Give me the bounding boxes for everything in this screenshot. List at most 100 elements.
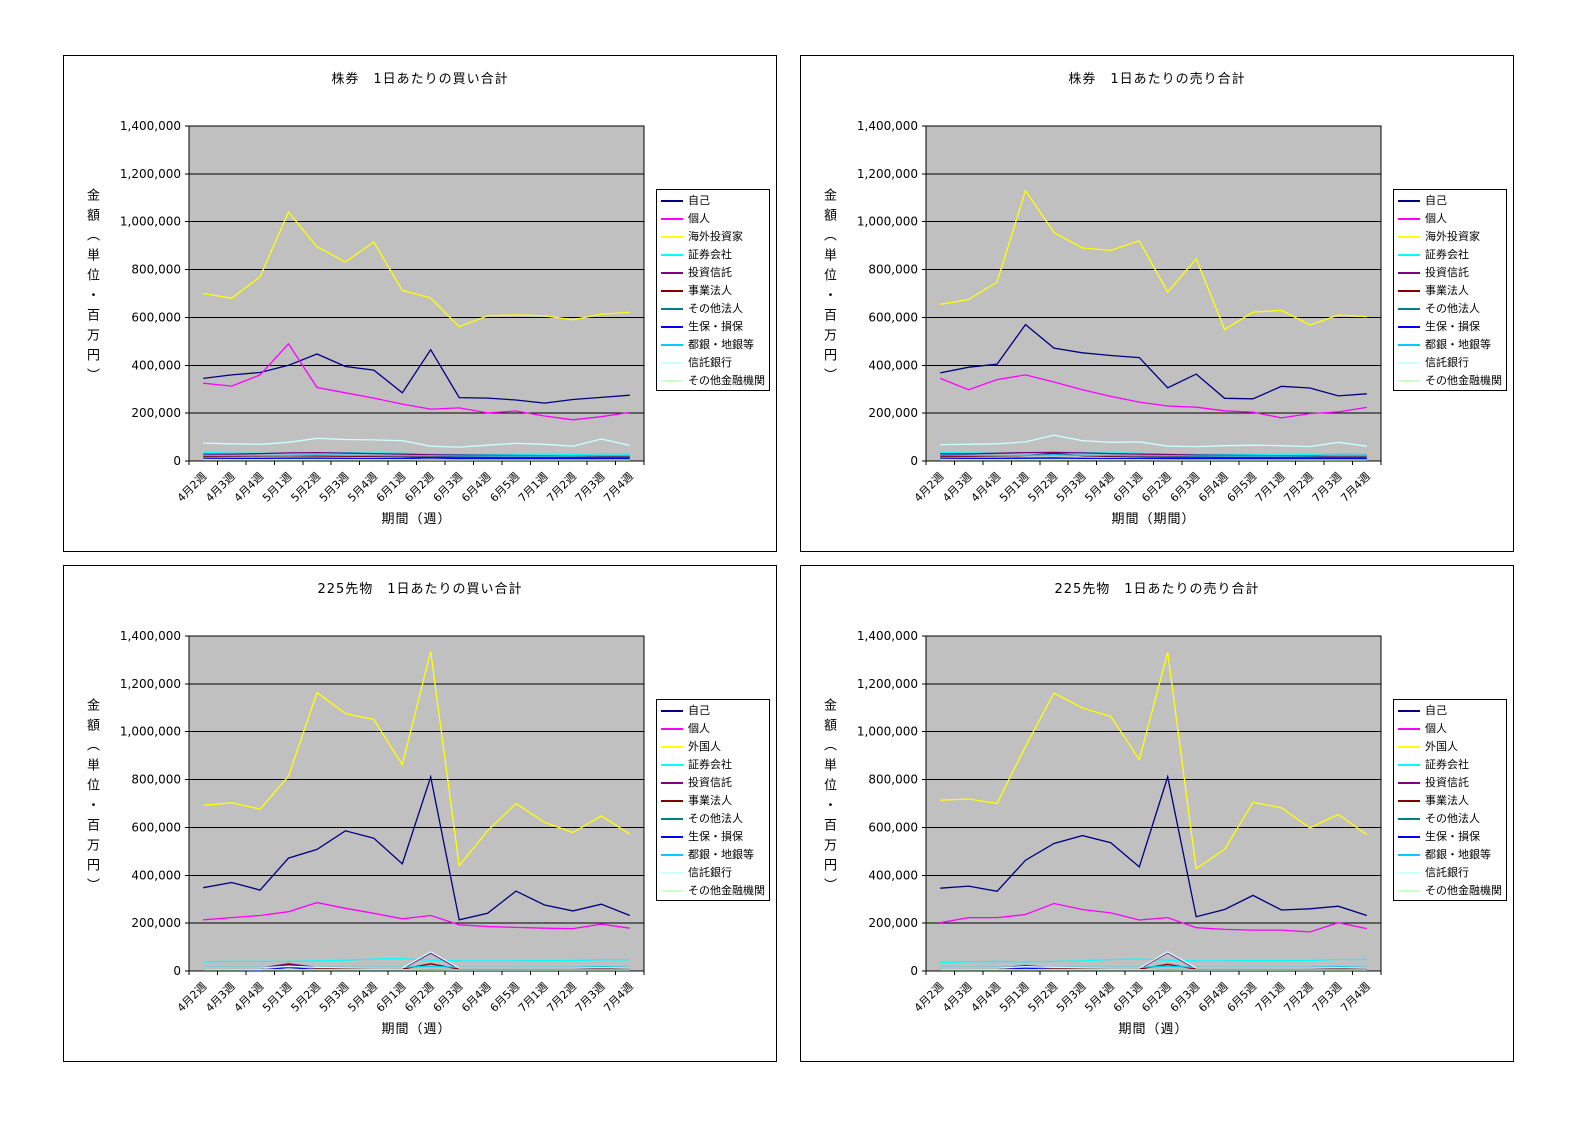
x-tick-label: 6月4週 — [1196, 470, 1231, 505]
legend-line-swatch — [661, 236, 683, 238]
x-tick-label: 6月1週 — [374, 980, 409, 1015]
legend-line-swatch — [661, 728, 683, 730]
x-tick-label: 4月2週 — [912, 980, 947, 1015]
x-tick-label: 7月1週 — [1253, 470, 1288, 505]
x-tick-label: 6月2週 — [1139, 980, 1174, 1015]
legend-item: 事業法人 — [661, 792, 769, 810]
legend-item: 証券会社 — [661, 246, 769, 264]
chart-title: 株券 1日あたりの売り合計 — [1068, 72, 1246, 87]
legend-label: 個人 — [1425, 722, 1447, 735]
legend-label: その他金融機関 — [1425, 374, 1502, 387]
legend-label: 証券会社 — [688, 758, 732, 771]
legend-item: 海外投資家 — [661, 228, 769, 246]
legend-line-swatch — [661, 308, 683, 310]
legend-item: 証券会社 — [1398, 756, 1506, 774]
legend-label: 信託銀行 — [688, 356, 732, 369]
legend-label: 個人 — [688, 212, 710, 225]
legend-line-swatch — [1398, 854, 1420, 856]
legend-item: 信託銀行 — [1398, 354, 1506, 372]
x-tick-label: 4月3週 — [203, 980, 238, 1015]
x-tick-label: 7月3週 — [1310, 980, 1345, 1015]
x-tick-label: 4月3週 — [940, 470, 975, 505]
legend-line-swatch — [661, 200, 683, 202]
y-tick-label: 600,000 — [868, 820, 918, 834]
x-tick-label: 6月3週 — [1168, 470, 1203, 505]
legend-item: 事業法人 — [661, 282, 769, 300]
legend-line-swatch — [661, 818, 683, 820]
legend-item: 生保・損保 — [1398, 318, 1506, 336]
y-tick-label: 1,000,000 — [857, 215, 918, 229]
legend-line-swatch — [1398, 344, 1420, 346]
x-tick-label: 5月2週 — [288, 980, 323, 1015]
legend-label: 自己 — [1425, 704, 1447, 717]
x-tick-label: 7月2週 — [1281, 980, 1316, 1015]
legend-label: その他法人 — [688, 302, 743, 315]
legend-item: 信託銀行 — [661, 354, 769, 372]
x-tick-label: 7月3週 — [573, 980, 608, 1015]
legend-item: その他法人 — [1398, 300, 1506, 318]
chart-stocks-sell: 1,400,000 1,200,000 1,000,000 800,000 600,00… — [800, 55, 1514, 552]
x-tick-label: 7月3週 — [573, 470, 608, 505]
x-tick-label: 7月1週 — [516, 980, 551, 1015]
x-tick-label: 6月4週 — [459, 470, 494, 505]
legend-line-swatch — [661, 380, 683, 382]
chart-line-信託銀行 — [203, 437, 630, 448]
x-tick-label: 4月4週 — [969, 470, 1004, 505]
legend-item: 個人 — [1398, 720, 1506, 738]
legend-item: 自己 — [661, 192, 769, 210]
y-tick-label: 1,200,000 — [857, 167, 918, 181]
x-tick-label: 5月3週 — [317, 470, 352, 505]
y-tick-label: 200,000 — [131, 406, 181, 420]
chart-line-信託銀行 — [940, 434, 1367, 448]
y-tick-label: 800,000 — [131, 263, 181, 277]
legend-line-swatch — [1398, 272, 1420, 274]
chart-line-個人 — [203, 901, 630, 930]
legend-line-swatch — [661, 290, 683, 292]
legend-item: 外国人 — [661, 738, 769, 756]
x-axis-title: 期間（週） — [1118, 1022, 1189, 1037]
x-tick-label: 6月2週 — [402, 980, 437, 1015]
legend-item: 自己 — [1398, 192, 1506, 210]
legend-label: 投資信託 — [688, 266, 732, 279]
y-axis-title: 金額（単位・百万円） — [84, 698, 99, 898]
legend-label: 投資信託 — [1425, 776, 1469, 789]
legend-item: その他法人 — [661, 300, 769, 318]
legend-line-swatch — [1398, 218, 1420, 220]
y-tick-label: 600,000 — [131, 820, 181, 834]
legend-label: 事業法人 — [688, 794, 732, 807]
legend-label: 投資信託 — [1425, 266, 1469, 279]
legend-label: 外国人 — [1425, 740, 1458, 753]
y-axis-title: 金額（単位・百万円） — [821, 188, 836, 388]
legend-line-swatch — [661, 254, 683, 256]
x-tick-label: 5月4週 — [1082, 470, 1117, 505]
legend-line-swatch — [1398, 254, 1420, 256]
y-tick-label: 0 — [173, 964, 181, 978]
legend-line-swatch — [661, 326, 683, 328]
x-tick-label: 6月3週 — [1168, 980, 1203, 1015]
legend-item: 投資信託 — [1398, 264, 1506, 282]
legend-line-swatch — [661, 710, 683, 712]
chart-line-生保・損保 — [940, 457, 1367, 460]
y-tick-label: 200,000 — [131, 916, 181, 930]
legend-label: 自己 — [688, 704, 710, 717]
x-tick-label: 6月3週 — [431, 980, 466, 1015]
legend: 自己 個人 海外投資家 証券会社 投資信託 事業法人 その他法人 生保・損保 都銀・地銀等 信託銀… — [656, 189, 770, 391]
legend-item: 海外投資家 — [1398, 228, 1506, 246]
x-tick-label: 7月3週 — [1310, 470, 1345, 505]
chart-line-都銀・地銀等 — [203, 454, 630, 457]
legend-item: 信託銀行 — [661, 864, 769, 882]
legend-line-swatch — [1398, 290, 1420, 292]
x-axis-title: 期間（週） — [381, 1022, 452, 1037]
legend: 自己 個人 外国人 証券会社 投資信託 事業法人 その他法人 生保・損保 都銀・地銀等 信託銀行そ… — [656, 699, 770, 901]
y-tick-label: 400,000 — [868, 868, 918, 882]
legend-label: 個人 — [688, 722, 710, 735]
legend-label: その他法人 — [1425, 812, 1480, 825]
plot-area: 1,400,000 1,200,000 1,000,000 800,000 600,00… — [120, 629, 645, 1015]
y-tick-label: 1,400,000 — [120, 119, 181, 133]
x-tick-label: 7月2週 — [1281, 470, 1316, 505]
plot-area: 1,400,000 1,200,000 1,000,000 800,000 600,00… — [120, 119, 645, 505]
y-tick-label: 800,000 — [868, 773, 918, 787]
legend-line-swatch — [1398, 818, 1420, 820]
legend-label: 都銀・地銀等 — [688, 848, 754, 861]
